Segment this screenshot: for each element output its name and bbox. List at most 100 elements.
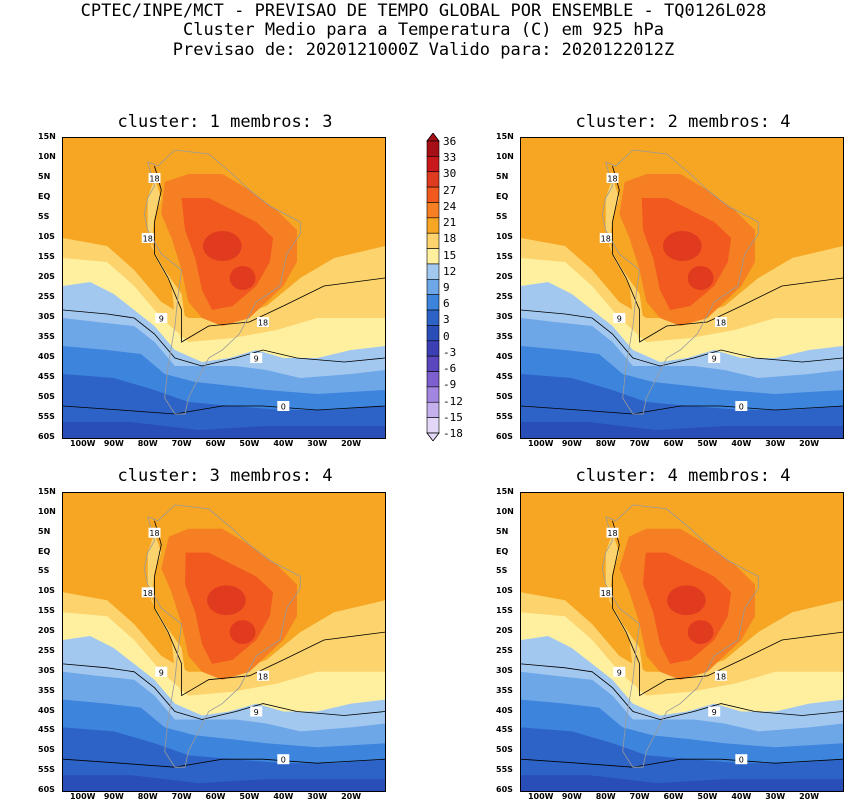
contour-label-box — [613, 313, 626, 323]
contour-9 — [521, 663, 843, 720]
colorbar-label: 12 — [443, 264, 457, 278]
lat-tick-label: 5N — [496, 172, 509, 181]
lon-tick-label: 100W — [527, 439, 554, 448]
lat-tick-label: 50S — [496, 745, 513, 755]
lon-tick-label: 40W — [731, 439, 752, 448]
colorbar-swatch — [426, 355, 440, 372]
band-neg3-0 — [63, 422, 385, 438]
lat-tick-label: 15N — [496, 132, 514, 141]
colorbar-label: 24 — [443, 199, 457, 213]
contour-label-box — [277, 401, 290, 411]
lat-tick-label: 5S — [496, 566, 508, 576]
lon-tick-label: 30W — [307, 439, 328, 448]
colorbar-label: 9 — [443, 281, 450, 294]
colorbar-label: -18 — [443, 427, 463, 440]
lat-tick-label: 45S — [38, 372, 55, 381]
lat-tick-label: 30S — [496, 312, 513, 321]
contour-label: 9 — [254, 355, 259, 364]
lon-tick-label: 50W — [697, 792, 718, 801]
colorbar-label: 30 — [443, 167, 457, 181]
colorbar-swatch — [426, 171, 440, 188]
lat-tick-label: 20S — [38, 626, 55, 636]
lat-tick-label: 10S — [38, 586, 55, 596]
band-neg3-0 — [521, 422, 843, 438]
andes-band — [605, 178, 643, 342]
lat-tick-label: 15S — [38, 252, 55, 261]
colorbar-top-arrow — [426, 132, 440, 142]
lat-tick-label: 40S — [38, 705, 55, 715]
colorbar-swatch — [426, 340, 440, 357]
lat-tick-label: 50S — [38, 392, 55, 401]
lat-tick-label: 30S — [38, 665, 55, 675]
panel-title-cluster-2: cluster: 2 membros: 4 — [575, 112, 791, 132]
band-neg3-0 — [521, 775, 843, 791]
contour-label: 0 — [739, 756, 744, 765]
contour-label-box — [714, 317, 727, 327]
colorbar-label: 6 — [443, 297, 450, 311]
lat-tick-label: 50S — [38, 745, 55, 755]
lat-tick-label: EQ — [496, 546, 509, 556]
lon-tick-label: 20W — [799, 439, 820, 448]
contour-18 — [154, 165, 385, 343]
colorbar-bottom-arrow — [426, 432, 440, 442]
contour-label-box — [141, 233, 154, 243]
lat-tick-label: 5S — [38, 212, 50, 221]
contour-label: 18 — [607, 529, 617, 538]
temperature-map: 18 18 18 9 9 0 — [63, 138, 385, 438]
lat-tick-label: 40S — [38, 352, 55, 361]
lat-tick-label: 55S — [38, 412, 55, 421]
lon-tick-label: 80W — [595, 792, 616, 801]
contour-label: 9 — [712, 708, 717, 717]
lat-tick-label: 20S — [496, 626, 513, 636]
hotspot — [667, 585, 706, 616]
lat-tick-label: 30S — [496, 665, 513, 675]
contour-label: 18 — [143, 235, 153, 244]
andes-band — [147, 178, 185, 342]
colorbar-swatch — [426, 202, 440, 219]
lat-tick-label: 15S — [496, 606, 513, 616]
contour-label: 9 — [159, 668, 164, 677]
contour-label: 0 — [281, 756, 286, 765]
header-title-line3: Previsao de: 2020121000Z Valido para: 20… — [172, 40, 675, 60]
contour-0 — [63, 405, 385, 415]
contour-label: 18 — [258, 319, 268, 328]
colorbar-label: -15 — [443, 410, 463, 424]
colorbar-swatch — [426, 386, 440, 403]
lon-tick-label: 90W — [561, 792, 582, 801]
andes-band — [605, 532, 643, 696]
colorbar-swatch — [426, 232, 440, 249]
contour-label-box — [606, 173, 619, 183]
lat-tick-label: 15N — [38, 487, 56, 496]
colorbar-label: 15 — [443, 248, 457, 262]
lat-tick-label: 10N — [496, 506, 514, 516]
contour-label-box — [148, 527, 161, 538]
colorbar-swatch — [426, 279, 440, 295]
colorbar-label: -9 — [443, 378, 457, 392]
header-title-line1: CPTEC/INPE/MCT - PREVISAO DE TEMPO GLOBA… — [80, 1, 767, 21]
contour-18 — [612, 165, 843, 343]
contour-label-box — [148, 173, 161, 183]
coastline — [601, 504, 759, 768]
contour-label: 18 — [716, 319, 726, 328]
lon-tick-label: 50W — [239, 439, 260, 448]
lon-tick-label: 40W — [273, 439, 294, 448]
lon-tick-label: 20W — [341, 439, 362, 448]
lat-tick-label: 35S — [38, 332, 55, 341]
lon-tick-label: 70W — [629, 792, 650, 801]
lat-tick-label: 15S — [496, 252, 513, 261]
temperature-map: 18 18 18 9 9 0 — [521, 138, 843, 438]
lat-tick-label: 10S — [496, 586, 513, 596]
colorbar-label: -12 — [443, 394, 463, 408]
coastline — [143, 504, 301, 768]
colorbar-swatch — [426, 156, 440, 173]
lon-tick-label: 50W — [697, 439, 718, 448]
contour-9 — [63, 309, 385, 367]
lon-tick-label: 100W — [69, 792, 96, 801]
lat-tick-label: 55S — [496, 765, 513, 775]
lon-tick-label: 90W — [103, 439, 124, 448]
colorbar-label: 18 — [443, 232, 457, 246]
lon-tick-label: 100W — [527, 792, 554, 801]
contour-label-box — [606, 527, 619, 538]
band-neg3-0 — [63, 775, 385, 791]
lat-tick-label: 5S — [38, 566, 50, 576]
